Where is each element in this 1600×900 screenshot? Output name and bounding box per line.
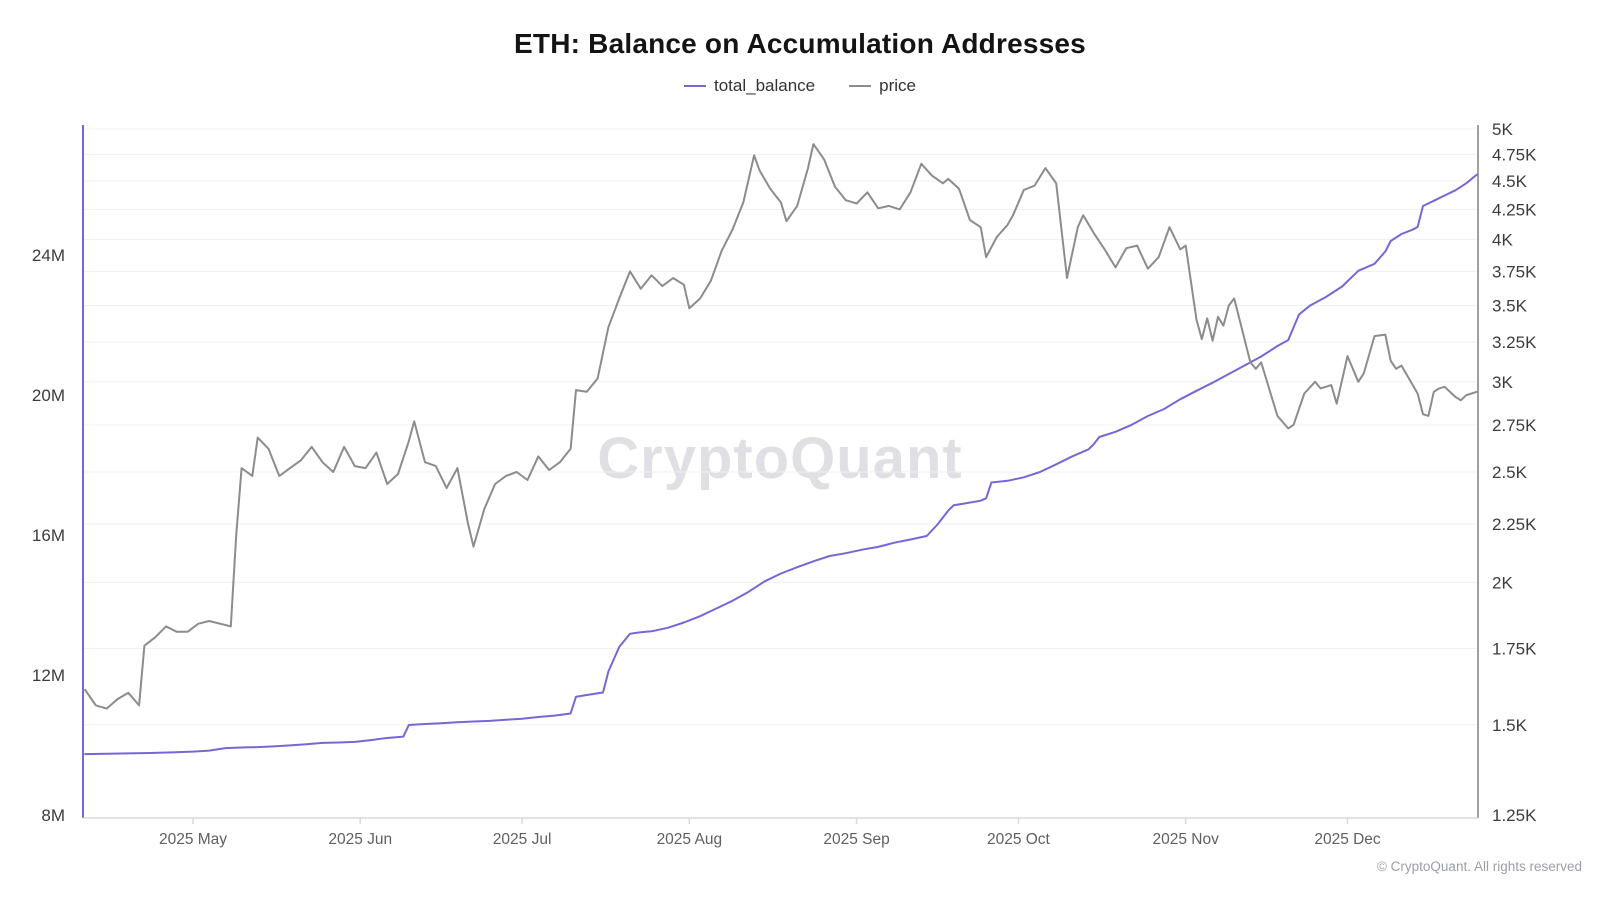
x-axis-tick-label: 2025 Jun — [328, 831, 392, 848]
legend-label-total-balance: total_balance — [714, 76, 816, 95]
right-axis-tick-label: 3.75K — [1492, 262, 1537, 281]
right-axis-tick-label: 3.25K — [1492, 333, 1537, 352]
right-axis-tick-label: 2.25K — [1492, 515, 1537, 534]
right-axis-tick-label: 4.75K — [1492, 145, 1537, 164]
x-axis-tick-label: 2025 Oct — [987, 831, 1051, 848]
right-axis-tick-label: 4K — [1492, 230, 1513, 249]
right-axis-tick-label: 2.75K — [1492, 416, 1537, 435]
left-axis-tick-label: 20M — [32, 386, 65, 405]
right-axis-tick-label: 1.75K — [1492, 639, 1537, 658]
x-axis-tick-label: 2025 Sep — [823, 831, 889, 848]
legend-item-price[interactable]: price — [849, 76, 916, 96]
right-axis-tick-label: 2K — [1492, 573, 1513, 592]
right-axis-tick-label: 3K — [1492, 373, 1513, 392]
left-axis-tick-label: 8M — [41, 806, 65, 825]
right-axis-tick-label: 1.5K — [1492, 716, 1528, 735]
x-axis-tick-label: 2025 Dec — [1314, 831, 1381, 848]
x-axis-tick-label: 2025 Aug — [657, 831, 723, 848]
copyright-notice: © CryptoQuant. All rights reserved — [1376, 859, 1582, 874]
right-axis-tick-label: 5K — [1492, 120, 1513, 139]
total-balance-line-swatch — [684, 85, 706, 87]
left-axis-tick-label: 16M — [32, 526, 65, 545]
right-axis-tick-label: 4.25K — [1492, 200, 1537, 219]
chart-title: ETH: Balance on Accumulation Addresses — [514, 28, 1086, 59]
left-axis-tick-label: 24M — [32, 246, 65, 265]
chart-legend: total_balance price — [0, 76, 1600, 96]
x-axis-tick-label: 2025 Nov — [1152, 831, 1219, 848]
x-axis-tick-label: 2025 May — [159, 831, 227, 848]
chart-line-total-balance[interactable] — [84, 173, 1478, 756]
price-line-swatch — [849, 85, 872, 87]
legend-item-total-balance[interactable]: total_balance — [684, 76, 815, 96]
right-axis-tick-label: 3.5K — [1492, 296, 1528, 315]
right-axis-tick-label: 1.25K — [1492, 806, 1537, 825]
left-axis-tick-label: 12M — [32, 666, 65, 685]
right-axis-tick-label: 4.5K — [1492, 172, 1528, 191]
chart-line-price[interactable] — [84, 143, 1478, 710]
legend-label-price: price — [879, 76, 916, 95]
x-axis-tick-label: 2025 Jul — [493, 831, 552, 848]
right-axis-tick-label: 2.5K — [1492, 463, 1528, 482]
